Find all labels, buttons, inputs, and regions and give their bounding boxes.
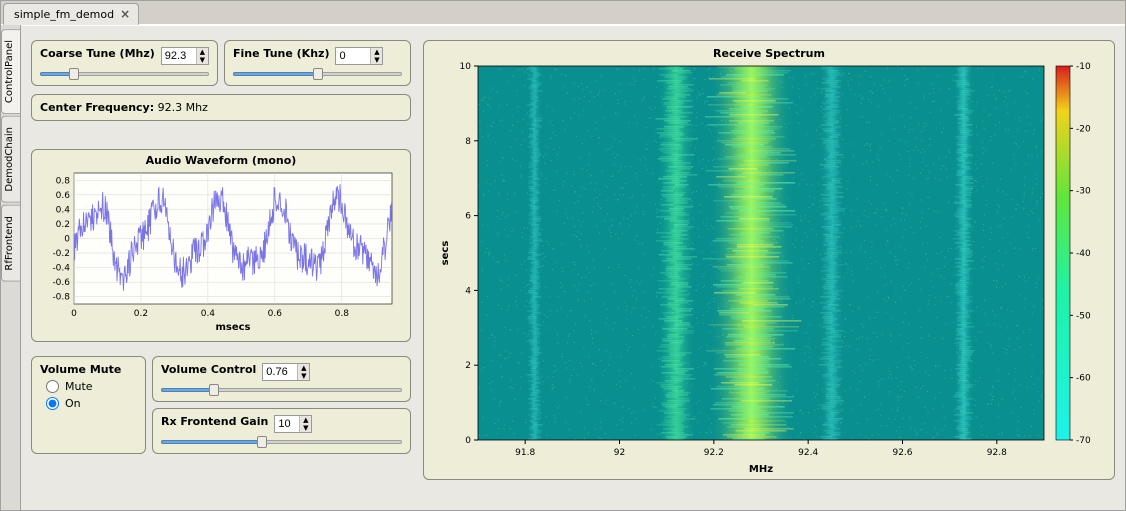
spin-up-icon[interactable]: ▲ <box>197 48 208 56</box>
fine-tune-input[interactable] <box>336 48 370 64</box>
svg-text:0.2: 0.2 <box>134 309 148 319</box>
svg-text:2: 2 <box>465 361 471 371</box>
spin-up-icon[interactable]: ▲ <box>298 364 309 372</box>
center-freq-panel: Center Frequency: 92.3 Mhz <box>31 94 411 121</box>
side-tab-demod-chain[interactable]: DemodChain <box>1 116 20 203</box>
fine-tune-spin[interactable]: ▲▼ <box>335 47 383 65</box>
svg-text:-50: -50 <box>1076 311 1091 321</box>
volume-mute-panel: Volume Mute Mute On <box>31 356 146 454</box>
svg-text:0.6: 0.6 <box>56 191 71 201</box>
spin-down-icon[interactable]: ▼ <box>300 424 311 432</box>
svg-text:-20: -20 <box>1076 124 1091 134</box>
mute-option-on[interactable]: On <box>46 397 137 410</box>
spin-down-icon[interactable]: ▼ <box>197 56 208 64</box>
gain-slider[interactable] <box>161 437 402 447</box>
mute-radio-mute[interactable] <box>46 380 59 393</box>
side-tabs: ControlPanel DemodChain RfFrontend <box>1 25 21 510</box>
svg-text:92.8: 92.8 <box>987 448 1007 458</box>
svg-text:92.2: 92.2 <box>704 448 724 458</box>
svg-text:0: 0 <box>71 309 77 319</box>
side-tab-rf-frontend[interactable]: RfFrontend <box>1 205 20 282</box>
svg-text:91.8: 91.8 <box>515 448 535 458</box>
content-area: Coarse Tune (Mhz) ▲▼ <box>21 25 1125 510</box>
spectrum-panel: Receive Spectrum 91.8 92 92.2 92.4 92.6 92.8 M… <box>423 40 1115 480</box>
fine-tune-slider[interactable] <box>233 69 402 79</box>
audio-chart-title: Audio Waveform (mono) <box>38 154 404 167</box>
svg-text:0.6: 0.6 <box>268 309 283 319</box>
svg-text:-0.8: -0.8 <box>52 293 70 303</box>
mute-option-mute[interactable]: Mute <box>46 380 137 393</box>
svg-text:0.8: 0.8 <box>335 309 350 319</box>
volume-label: Volume Control <box>161 363 256 376</box>
gain-label: Rx Frontend Gain <box>161 415 268 428</box>
volume-spin[interactable]: ▲▼ <box>262 363 310 381</box>
svg-text:0.2: 0.2 <box>56 220 70 230</box>
svg-text:-0.4: -0.4 <box>52 264 70 274</box>
svg-text:0: 0 <box>465 436 471 446</box>
svg-text:0.4: 0.4 <box>56 205 71 215</box>
tab-bar: simple_fm_demod × <box>1 1 1125 25</box>
fine-tune-panel: Fine Tune (Khz) ▲▼ <box>224 40 411 86</box>
center-freq-value: 92.3 Mhz <box>158 101 208 114</box>
svg-text:0: 0 <box>64 235 70 245</box>
spin-up-icon[interactable]: ▲ <box>300 416 311 424</box>
spin-down-icon[interactable]: ▼ <box>371 56 382 64</box>
gain-spin[interactable]: ▲▼ <box>274 415 312 433</box>
svg-text:4: 4 <box>465 286 471 296</box>
svg-text:-60: -60 <box>1076 374 1091 384</box>
fine-tune-label: Fine Tune (Khz) <box>233 47 329 60</box>
svg-text:-40: -40 <box>1076 249 1091 259</box>
svg-text:92: 92 <box>614 448 625 458</box>
svg-text:msecs: msecs <box>215 322 250 333</box>
svg-text:-10: -10 <box>1076 62 1091 72</box>
svg-text:-70: -70 <box>1076 436 1091 446</box>
svg-text:92.4: 92.4 <box>798 448 818 458</box>
spin-down-icon[interactable]: ▼ <box>298 372 309 380</box>
gain-input[interactable] <box>275 416 299 432</box>
audio-waveform-chart: 0 0.2 0.4 0.6 0.8 -0.8 -0.6 -0.4 -0.2 0 0.2 0.4 0.6 0… <box>38 169 398 334</box>
volume-input[interactable] <box>263 364 297 380</box>
svg-text:8: 8 <box>465 137 471 147</box>
mute-title: Volume Mute <box>40 363 137 376</box>
svg-text:92.6: 92.6 <box>892 448 912 458</box>
svg-text:secs: secs <box>440 241 451 266</box>
tab-simple-fm-demod[interactable]: simple_fm_demod × <box>3 3 139 25</box>
svg-text:-0.2: -0.2 <box>52 249 70 259</box>
coarse-tune-slider[interactable] <box>40 69 209 79</box>
spin-up-icon[interactable]: ▲ <box>371 48 382 56</box>
mute-radio-on[interactable] <box>46 397 59 410</box>
volume-control-panel: Volume Control ▲▼ <box>152 356 411 402</box>
svg-text:-0.6: -0.6 <box>52 278 70 288</box>
side-tab-control-panel[interactable]: ControlPanel <box>1 29 20 114</box>
audio-waveform-panel: Audio Waveform (mono) 0 0.2 0.4 0.6 0.8 -0.8 -… <box>31 149 411 342</box>
center-freq-label: Center Frequency: <box>40 101 154 114</box>
coarse-tune-panel: Coarse Tune (Mhz) ▲▼ <box>31 40 218 86</box>
spectrum-title: Receive Spectrum <box>434 47 1104 60</box>
coarse-tune-spin[interactable]: ▲▼ <box>161 47 209 65</box>
coarse-tune-label: Coarse Tune (Mhz) <box>40 47 155 60</box>
svg-text:6: 6 <box>465 212 471 222</box>
svg-text:-30: -30 <box>1076 187 1091 197</box>
gain-panel: Rx Frontend Gain ▲▼ <box>152 408 411 454</box>
volume-slider[interactable] <box>161 385 402 395</box>
spectrum-chart: 91.8 92 92.2 92.4 92.6 92.8 MHz 0 2 4 6 8 10 secs -10 -… <box>434 62 1104 476</box>
close-icon[interactable]: × <box>120 7 130 21</box>
svg-text:10: 10 <box>460 62 472 72</box>
svg-text:0.8: 0.8 <box>56 176 71 186</box>
svg-text:0.4: 0.4 <box>201 309 216 319</box>
coarse-tune-input[interactable] <box>162 48 196 64</box>
svg-text:MHz: MHz <box>749 464 773 475</box>
tab-label: simple_fm_demod <box>14 8 114 21</box>
